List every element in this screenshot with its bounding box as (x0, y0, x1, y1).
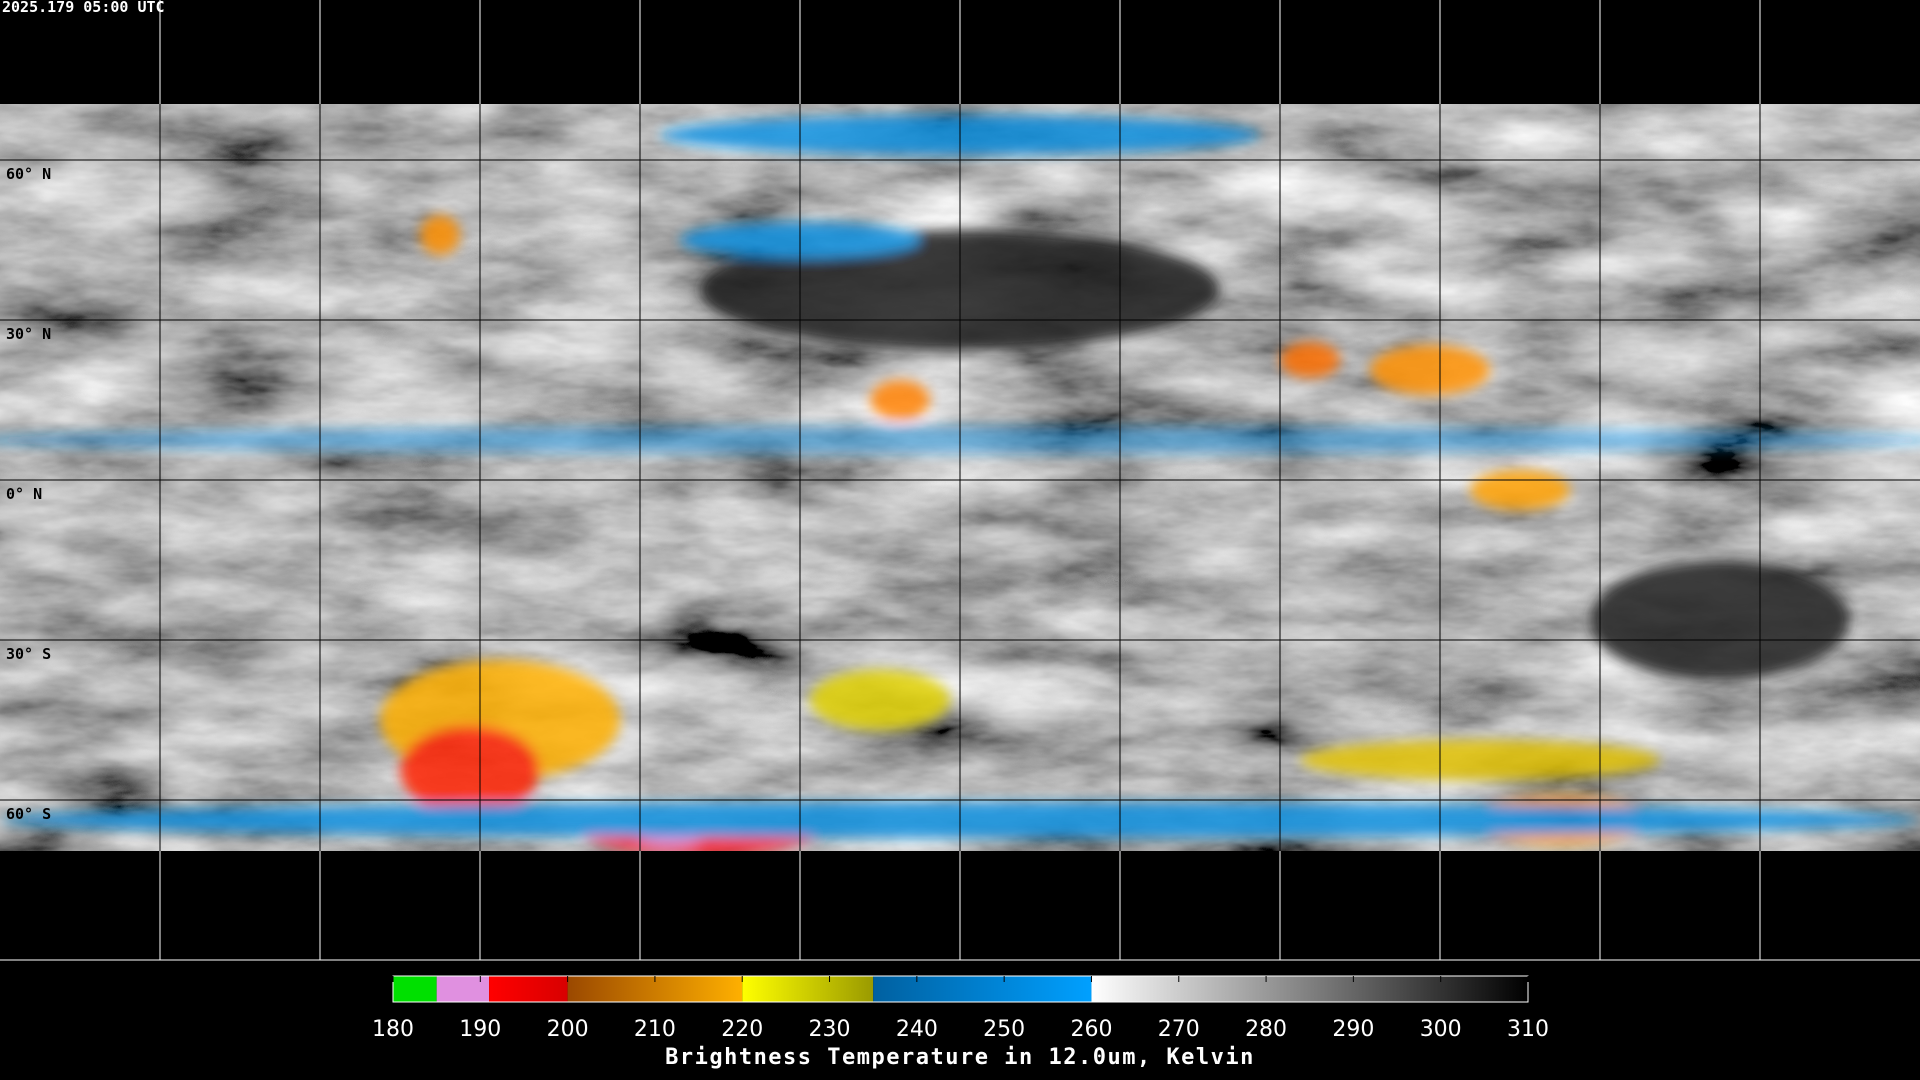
colorbar-tick-label: 230 (809, 1017, 851, 1042)
colorbar-tick-label: 180 (372, 1017, 414, 1042)
colorbar-tick-label: 260 (1070, 1017, 1112, 1042)
latitude-label: 0° N (6, 485, 42, 503)
colorbar-tick-label: 210 (634, 1017, 676, 1042)
colorbar-tick-label: 290 (1332, 1017, 1374, 1042)
colorbar-tick-label: 240 (896, 1017, 938, 1042)
latitude-labels: 60° N 30° N 0° N 30° S 60° S (6, 165, 51, 823)
colorbar-tick-label: 270 (1158, 1017, 1200, 1042)
colorbar-tick-label: 200 (547, 1017, 589, 1042)
colorbar: 180 190 200 210 220 230 240 250 260 270 280 290 300 3… (372, 975, 1549, 1042)
colorbar-segment (436, 976, 490, 1002)
latitude-label: 60° N (6, 165, 51, 183)
colorbar-segment (742, 976, 874, 1002)
colorbar-segment (873, 976, 1092, 1002)
colorbar-tick-label: 190 (459, 1017, 501, 1042)
colorbar-segment (1091, 976, 1528, 1002)
colorbar-segment (393, 976, 437, 1002)
colorbar-segment (489, 976, 568, 1002)
colorbar-tick-label: 250 (983, 1017, 1025, 1042)
colorbar-tick-label: 280 (1245, 1017, 1287, 1042)
timestamp: 2025.179 05:00 UTC (2, 0, 165, 16)
graticule (0, 0, 1920, 961)
latitude-label: 30° N (6, 325, 51, 343)
latitude-label: 60° S (6, 805, 51, 823)
latitude-label: 30° S (6, 645, 51, 663)
colorbar-frame (392, 975, 1529, 1003)
colorbar-tick-label: 220 (721, 1017, 763, 1042)
colorbar-tick-label: 310 (1507, 1017, 1549, 1042)
colorbar-tick-label: 300 (1420, 1017, 1462, 1042)
colorbar-label: Brightness Temperature in 12.0um, Kelvin (665, 1045, 1255, 1070)
